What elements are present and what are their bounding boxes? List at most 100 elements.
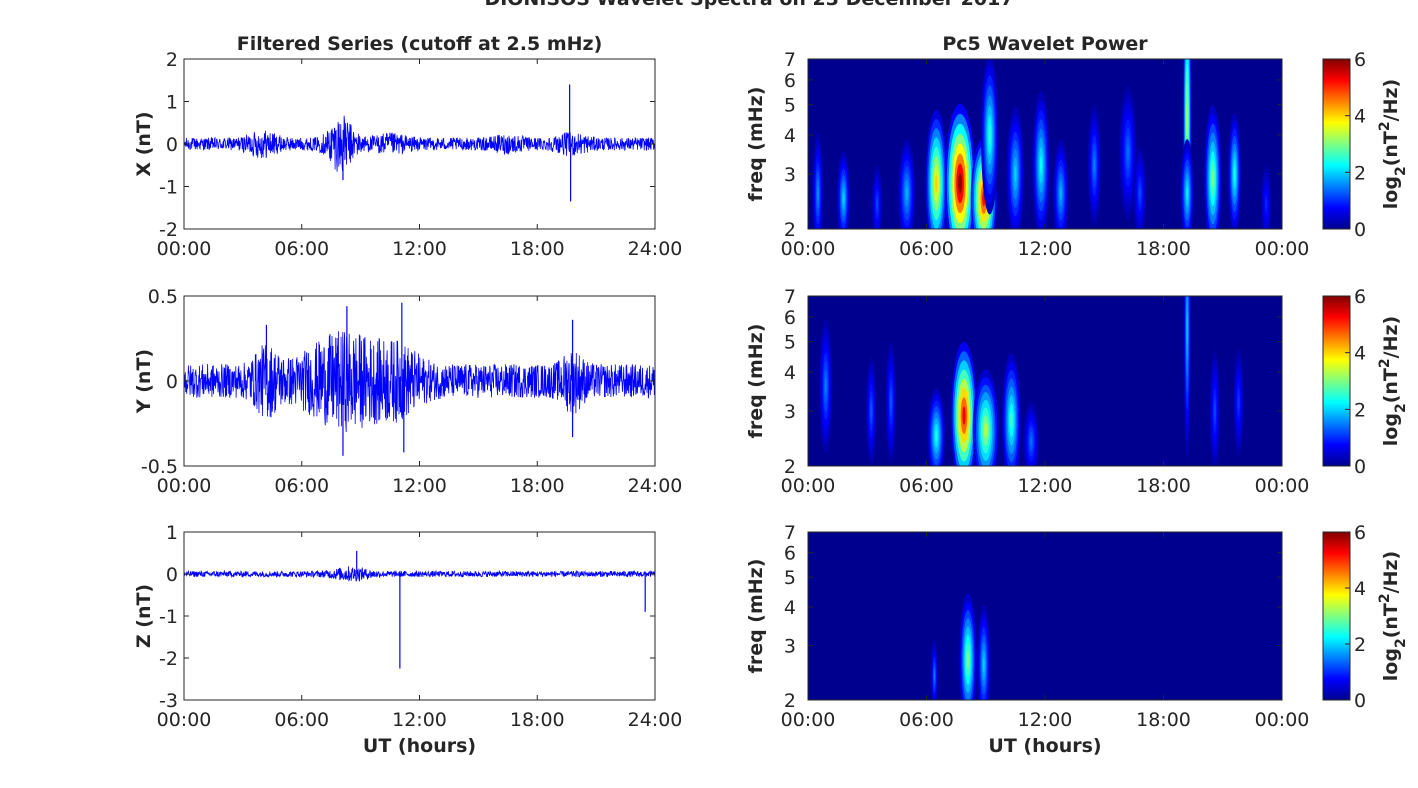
y-tick-label: 4 <box>784 125 796 147</box>
x-tick-label: 06:00 <box>274 475 329 497</box>
blob-layer <box>1211 169 1214 188</box>
x-tick-label: 00:00 <box>1255 709 1310 731</box>
heatmap-blob <box>944 103 976 229</box>
y-tick-label: 4 <box>784 362 796 384</box>
x-tick-label: 12:00 <box>392 475 447 497</box>
colorbar-tick-label: 4 <box>1354 343 1366 365</box>
colorbar-label-part: log <box>1380 413 1402 446</box>
x-tick-label: 18:00 <box>1136 475 1191 497</box>
x-axis-label: UT (hours) <box>988 735 1101 757</box>
x-tick-label: 24:00 <box>628 709 683 731</box>
y-tick-label: 1 <box>166 92 178 114</box>
y-tick-label: 2 <box>784 690 796 712</box>
colorbar-tick-label: 6 <box>1354 286 1366 308</box>
x-tick-label: 06:00 <box>899 238 954 260</box>
x-tick-label: 06:00 <box>274 709 329 731</box>
blob-layer <box>1126 144 1130 162</box>
x-tick-label: 00:00 <box>157 238 212 260</box>
x-tick-label: 12:00 <box>1018 709 1073 731</box>
x-tick-label: 12:00 <box>392 709 447 731</box>
y-tick-label: 5 <box>784 95 796 117</box>
y-tick-label: 5 <box>784 332 796 354</box>
heatmap-blob <box>812 132 824 229</box>
plot-background <box>184 532 655 700</box>
y-tick-label: 2 <box>784 456 796 478</box>
colorbar-tick-label: 2 <box>1354 162 1366 184</box>
colorbar-tick-label: 4 <box>1354 106 1366 128</box>
x-tick-label: 18:00 <box>1136 709 1191 731</box>
blob-layer <box>1186 100 1188 138</box>
blob-layer <box>1214 403 1216 419</box>
colorbar-tick-label: 6 <box>1354 49 1366 71</box>
x-tick-label: 00:00 <box>781 238 836 260</box>
colorbar-tick-label: 0 <box>1354 690 1366 712</box>
colorbar-label-part: 2 <box>1393 166 1409 176</box>
x-tick-label: 00:00 <box>157 709 212 731</box>
x-tick-label: 00:00 <box>1255 475 1310 497</box>
blob-layer <box>958 173 962 194</box>
colorbar-gradient <box>1323 59 1350 229</box>
y-tick-label: 7 <box>784 286 796 308</box>
colorbar-label-part: 2 <box>1377 121 1393 131</box>
x-tick-label: 24:00 <box>628 238 683 260</box>
x-tick-label: 00:00 <box>781 709 836 731</box>
x-tick-label: 18:00 <box>510 709 565 731</box>
data-trace <box>183 566 656 582</box>
y-axis-label: freq (mHz) <box>745 559 767 674</box>
y-tick-label: 2 <box>166 49 178 71</box>
heatmap-blobs <box>930 593 991 700</box>
x-tick-label: 00:00 <box>781 475 836 497</box>
y-tick-label: -0.5 <box>141 456 178 478</box>
blob-layer <box>842 192 845 205</box>
colorbar-gradient <box>1323 296 1350 466</box>
x-tick-label: 12:00 <box>392 238 447 260</box>
blob-layer <box>982 657 985 673</box>
heatmap-blob <box>950 342 978 466</box>
colorbar-label-part: (nT <box>1380 603 1402 638</box>
y-tick-label: 6 <box>784 543 796 565</box>
heatmap-blob <box>837 151 851 229</box>
y-tick-label: 7 <box>784 49 796 71</box>
data-trace <box>183 115 656 172</box>
y-tick-label: 2 <box>784 219 796 241</box>
blob-layer <box>817 185 819 202</box>
y-tick-label: 0 <box>166 564 178 586</box>
x-axis-label: UT (hours) <box>363 735 476 757</box>
colorbar-label-part: /Hz) <box>1380 79 1402 122</box>
heatmap-blob <box>1204 105 1222 229</box>
y-axis-label: X (nT) <box>133 111 155 176</box>
colorbar-label: log2(nT2/Hz) <box>1377 316 1409 446</box>
heatmap-blob <box>930 638 938 700</box>
colorbar-label-part: 2 <box>1393 403 1409 413</box>
y-axis-label: freq (mHz) <box>745 324 767 439</box>
blob-layer <box>876 199 878 210</box>
colorbar-label: log2(nT2/Hz) <box>1377 79 1409 209</box>
series-panel-3: -3 -2 -1 0 1 00:00 06:00 12:00 18:00 24:00 Z (nT) U… <box>133 522 682 757</box>
blob-layer <box>1059 186 1062 201</box>
heatmap-blob <box>925 109 948 229</box>
colorbar-label-part: (nT <box>1380 131 1402 166</box>
heatmap-background <box>808 532 1282 700</box>
heatmap-blob <box>1032 91 1050 229</box>
heatmap-blob <box>1209 350 1221 466</box>
colorbar-frame <box>1322 295 1351 467</box>
colorbar-label-part: (nT <box>1380 368 1402 403</box>
colorbar-label-part: 2 <box>1377 358 1393 368</box>
x-tick-label: 06:00 <box>899 475 954 497</box>
heatmap-blob <box>1087 104 1101 227</box>
y-tick-label: -2 <box>159 648 178 670</box>
blob-layer <box>905 186 908 201</box>
y-axis-label: freq (mHz) <box>745 87 767 202</box>
panel-title: Filtered Series (cutoff at 2.5 mHz) <box>237 33 603 55</box>
heatmap-blob <box>977 604 991 700</box>
blob-layer <box>824 377 827 395</box>
blob-layer <box>1030 436 1033 447</box>
blob-layer <box>984 422 988 439</box>
colorbar-tick-label: 2 <box>1354 634 1366 656</box>
y-tick-label: 0.5 <box>148 286 178 308</box>
blob-layer <box>1186 312 1188 346</box>
colorbar-tick-label: 6 <box>1354 522 1366 544</box>
